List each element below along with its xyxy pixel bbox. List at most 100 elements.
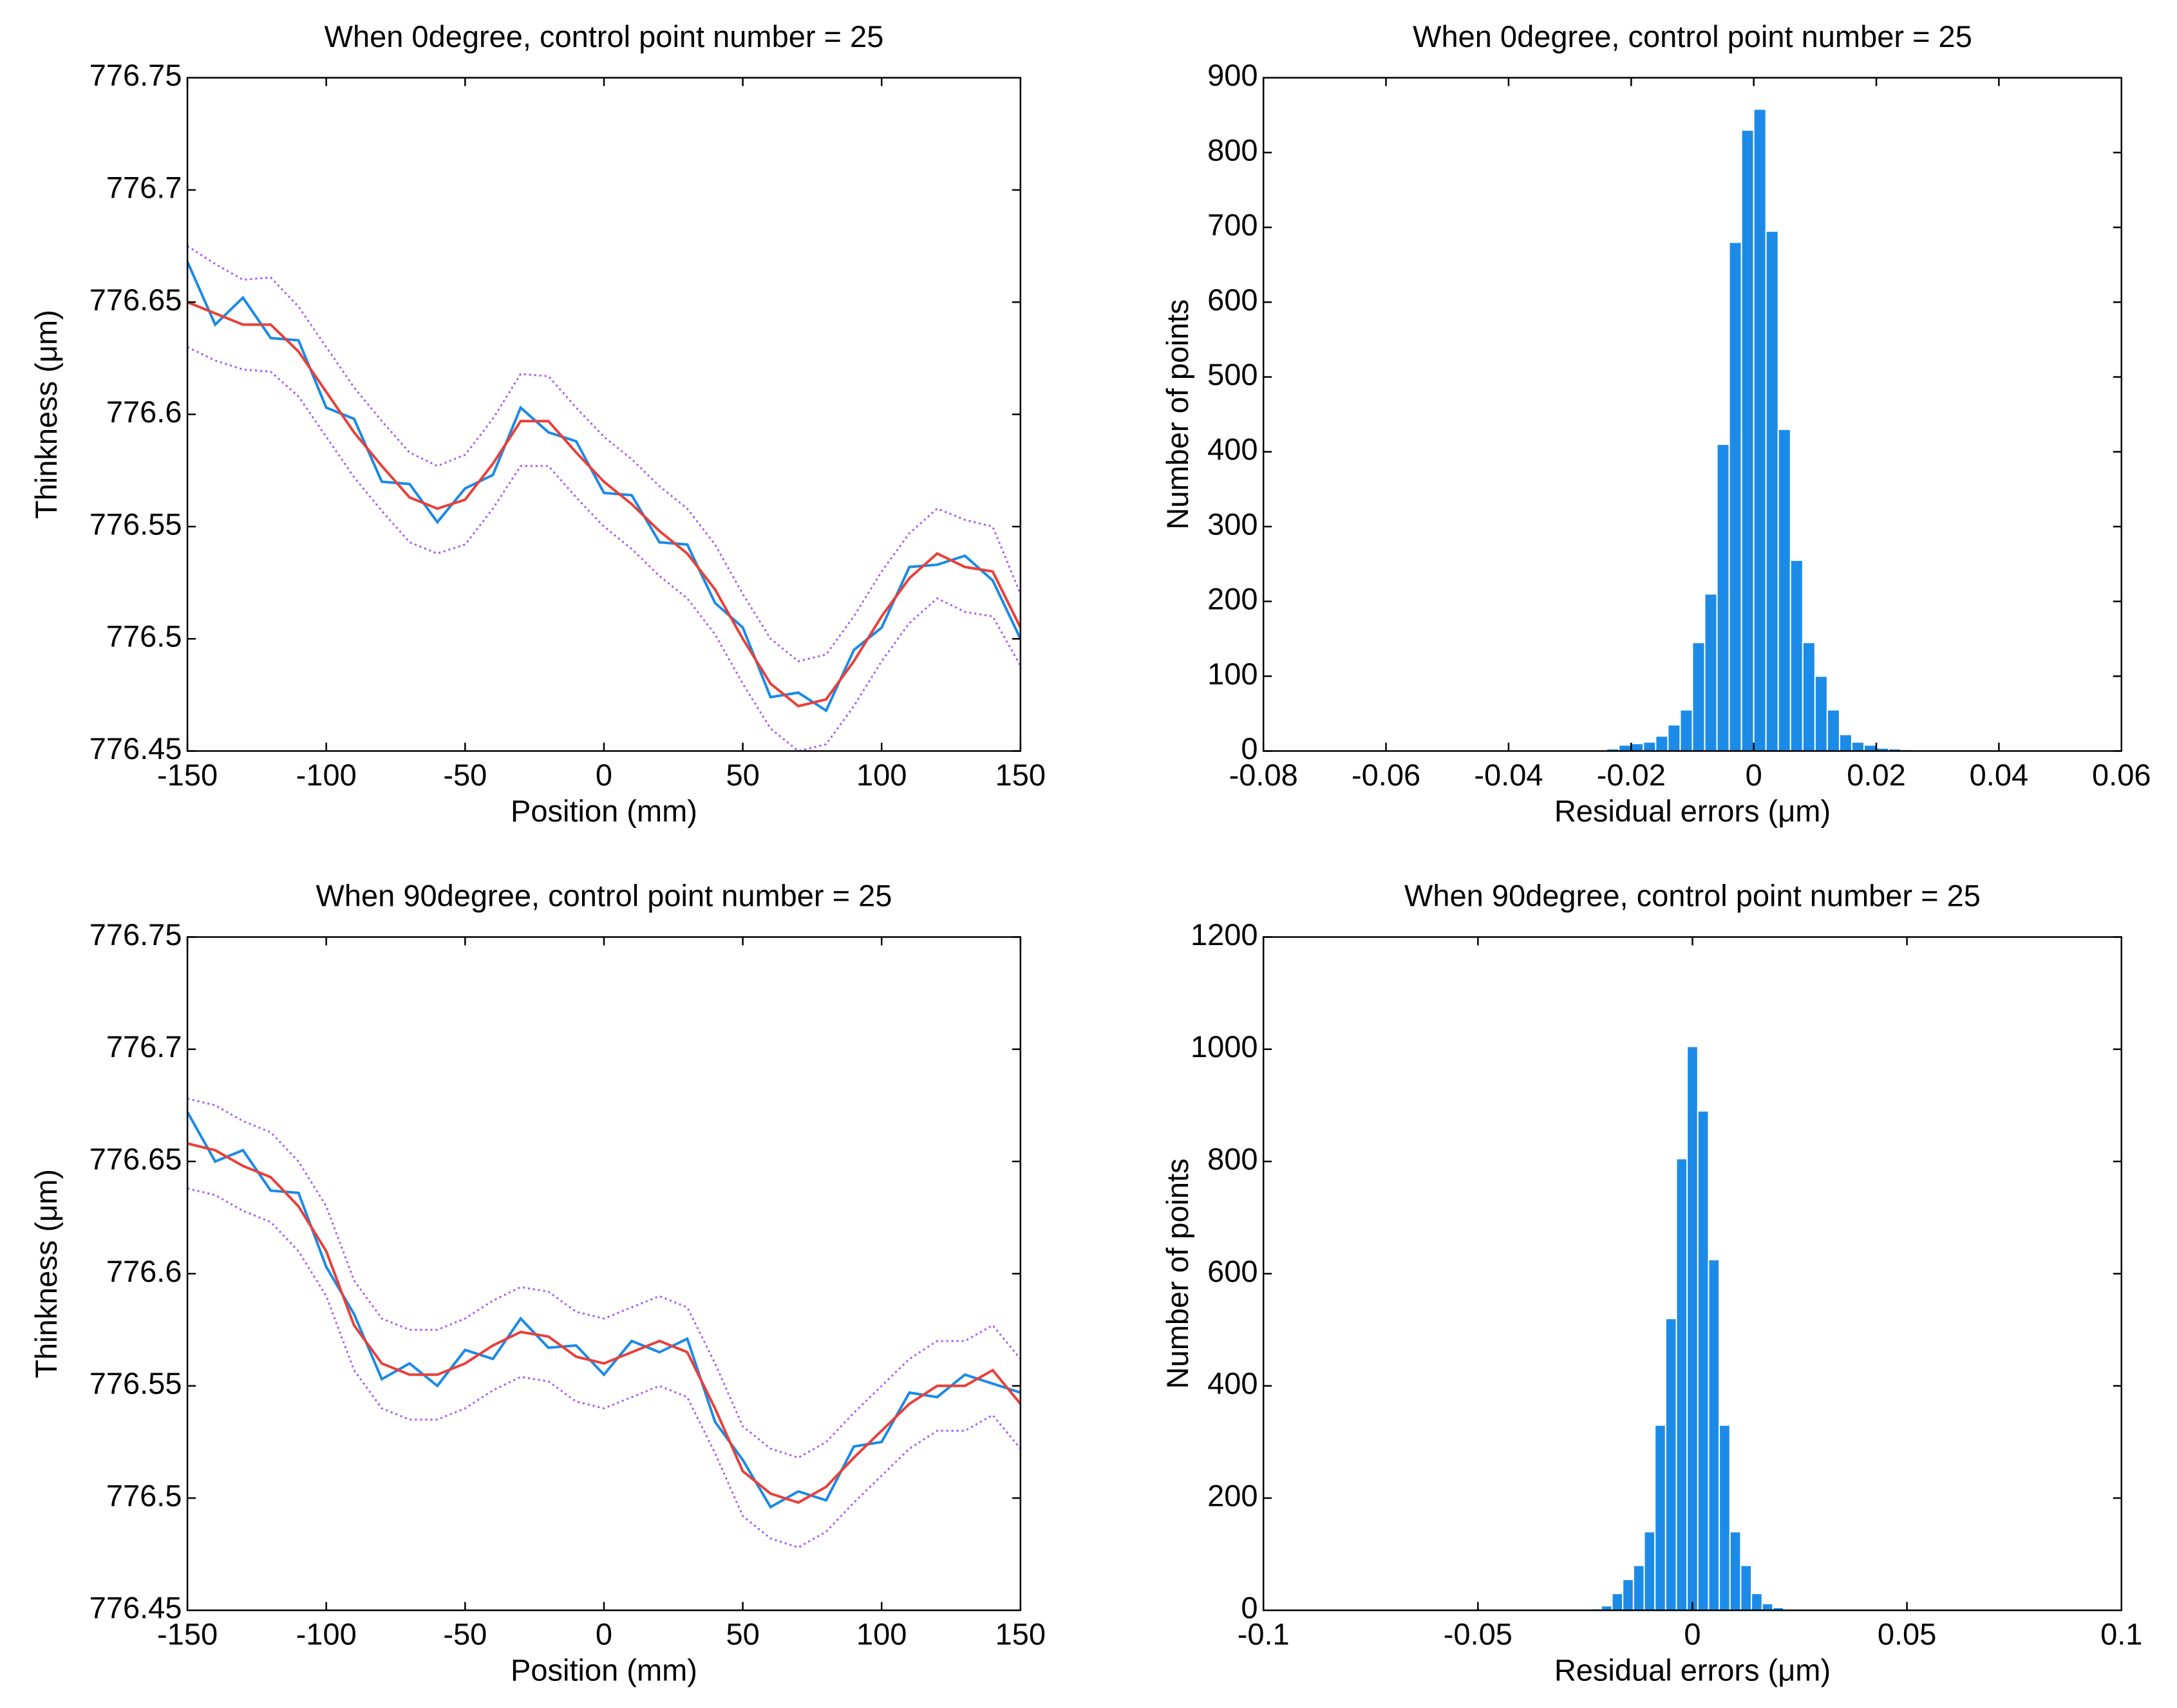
subplot: -0.1 -0.05 0 0.05 0.1 0 200 400 600 800 1000 1200 Wh…: [1160, 879, 2142, 1687]
hist-bar: [1675, 1158, 1688, 1611]
x-tick-label: 150: [995, 758, 1046, 792]
x-tick-label: -0.08: [1229, 758, 1298, 792]
y-axis-label: Thinkness (μm): [29, 1169, 63, 1378]
axes-box: [186, 936, 1022, 1611]
hist-bar: [1704, 593, 1718, 751]
hist-bar: [1643, 741, 1657, 751]
x-tick-label: -50: [443, 1617, 487, 1651]
hist-bar: [1777, 428, 1791, 751]
x-axis-label: Position (mm): [511, 1653, 697, 1687]
y-tick-label: 900: [1207, 58, 1258, 92]
hist-bar: [1611, 1593, 1624, 1611]
y-tick-label: 776.75: [90, 58, 182, 92]
hist-bar: [1789, 559, 1804, 751]
hist-bar: [1630, 742, 1645, 751]
x-tick-label: 150: [995, 1617, 1046, 1651]
y-tick-label: 1000: [1191, 1029, 1258, 1064]
axes-box: [1262, 77, 2122, 752]
x-tick-label: 0.06: [2092, 758, 2151, 792]
y-tick-label: 400: [1207, 432, 1258, 466]
y-tick-label: 200: [1207, 1478, 1258, 1512]
y-tick-label: 776.7: [106, 1029, 182, 1064]
y-tick-label: 776.7: [106, 170, 182, 204]
x-tick-label: 0: [596, 758, 612, 792]
y-tick-label: 776.6: [106, 1254, 182, 1288]
x-axis-label: Position (mm): [511, 794, 697, 828]
subplot: -150 -100 -50 0 50 100 150 776.45 776.5 776.55 776…: [29, 879, 1046, 1687]
plot-area: [187, 245, 1021, 751]
hist-bar: [1729, 1531, 1742, 1611]
series-line: [187, 346, 1021, 751]
hist-bar: [1643, 1531, 1656, 1611]
y-tick-label: 776.45: [90, 731, 182, 765]
x-tick-label: 50: [726, 1617, 759, 1651]
x-tick-label: 0: [1684, 1617, 1701, 1651]
x-tick-label: 0: [1746, 758, 1762, 792]
y-tick-label: 776.55: [90, 507, 182, 541]
y-axis-label: Number of points: [1160, 1158, 1194, 1389]
y-axis-label: Number of points: [1160, 299, 1194, 530]
x-tick-label: -150: [157, 1617, 218, 1651]
x-axis-label: Residual errors (μm): [1554, 1653, 1831, 1687]
x-tick-label: -0.06: [1352, 758, 1420, 792]
hist-bar: [1814, 675, 1828, 751]
series-line: [187, 1187, 1021, 1549]
x-tick-label: -0.05: [1444, 1617, 1513, 1651]
chart-title: When 90degree, control point number = 25: [316, 879, 892, 913]
x-tick-label: 100: [856, 1617, 907, 1651]
y-tick-label: 776.5: [106, 619, 182, 653]
y-tick-label: 0: [1241, 1591, 1258, 1625]
series-line: [187, 1142, 1021, 1505]
y-tick-label: 600: [1207, 283, 1258, 317]
hist-bar: [1838, 733, 1852, 751]
hist-bar: [1708, 1259, 1720, 1611]
y-tick-label: 776.6: [106, 395, 182, 429]
y-tick-label: 0: [1241, 731, 1258, 765]
y-tick-label: 776.45: [90, 1591, 182, 1625]
hist-bar: [1632, 1564, 1645, 1611]
x-tick-label: 0.1: [2100, 1617, 2142, 1651]
x-tick-label: -100: [296, 1617, 357, 1651]
hist-bar: [1654, 1424, 1666, 1611]
y-tick-label: 776.65: [90, 1141, 182, 1176]
x-axis-label: Residual errors (μm): [1554, 794, 1831, 828]
y-tick-label: 200: [1207, 582, 1258, 616]
series-line: [187, 1098, 1021, 1459]
hist-bar: [1692, 642, 1706, 751]
hist-bar: [1716, 444, 1730, 751]
hist-bar: [1751, 1593, 1763, 1611]
plot-area: [1590, 1046, 1785, 1611]
axes-box: [186, 77, 1022, 752]
hist-bar: [1686, 1046, 1699, 1611]
hist-bar: [1740, 129, 1755, 751]
hist-bar: [1679, 709, 1693, 751]
subplot: -150 -100 -50 0 50 100 150 776.45 776.5 776.55 776…: [29, 19, 1046, 828]
y-tick-label: 776.75: [90, 917, 182, 952]
subplot: -0.08 -0.06 -0.04 -0.02 0 0.02 0.04 0.06 0 100 200…: [1160, 19, 2151, 828]
y-tick-label: 700: [1207, 208, 1258, 242]
x-tick-label: 0.02: [1847, 758, 1905, 792]
hist-bar: [1618, 744, 1632, 751]
series-line: [187, 261, 1021, 713]
x-tick-label: 50: [726, 758, 759, 792]
y-tick-label: 300: [1207, 507, 1258, 541]
y-tick-label: 500: [1207, 357, 1258, 391]
x-tick-label: -50: [443, 758, 487, 792]
chart-title: When 0degree, control point number = 25: [1413, 19, 1972, 53]
hist-bar: [1753, 108, 1767, 751]
y-tick-label: 776.65: [90, 283, 182, 317]
hist-bar: [1740, 1564, 1753, 1611]
y-tick-label: 776.5: [106, 1478, 182, 1512]
chart-title: When 0degree, control point number = 25: [325, 19, 884, 53]
hist-bar: [1863, 744, 1878, 751]
x-tick-label: -0.02: [1597, 758, 1666, 792]
x-tick-label: 0.05: [1878, 1617, 1936, 1651]
hist-bar: [1851, 741, 1865, 751]
hist-bar: [1826, 709, 1840, 751]
hist-bar: [1664, 1318, 1677, 1611]
hist-bar: [1667, 724, 1681, 751]
y-tick-label: 1200: [1191, 917, 1258, 952]
y-tick-label: 100: [1207, 657, 1258, 691]
